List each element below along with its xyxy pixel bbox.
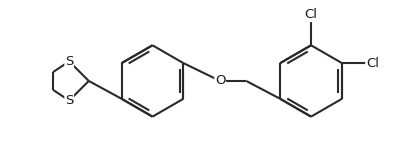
Text: S: S bbox=[65, 94, 73, 107]
Text: Cl: Cl bbox=[305, 8, 317, 21]
Text: Cl: Cl bbox=[366, 57, 379, 70]
Text: O: O bbox=[215, 75, 225, 88]
Text: S: S bbox=[65, 55, 73, 68]
